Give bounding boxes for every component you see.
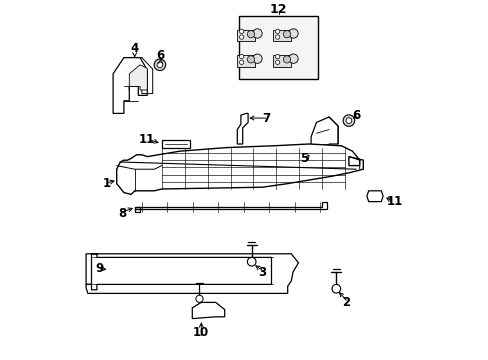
Circle shape (275, 54, 279, 59)
Text: 3: 3 (258, 266, 266, 279)
Text: 5: 5 (300, 152, 308, 165)
Text: 9: 9 (96, 262, 104, 275)
Text: 8: 8 (118, 207, 126, 220)
Circle shape (288, 54, 298, 63)
Text: 2: 2 (341, 296, 349, 309)
Circle shape (283, 31, 290, 38)
Circle shape (288, 29, 298, 38)
Polygon shape (113, 58, 147, 113)
Circle shape (247, 257, 256, 266)
Circle shape (247, 56, 254, 63)
Circle shape (239, 35, 244, 39)
Text: 12: 12 (269, 3, 287, 15)
Circle shape (196, 295, 203, 302)
Circle shape (154, 59, 165, 71)
Circle shape (331, 284, 340, 293)
Bar (237, 55, 254, 67)
Circle shape (275, 29, 279, 33)
Text: 1: 1 (102, 177, 110, 190)
Polygon shape (237, 113, 247, 144)
Polygon shape (310, 117, 337, 157)
Text: 6: 6 (156, 49, 164, 62)
Circle shape (275, 35, 279, 39)
Circle shape (343, 115, 354, 126)
Circle shape (252, 29, 262, 38)
Text: 6: 6 (352, 109, 360, 122)
Circle shape (157, 62, 163, 68)
Bar (273, 30, 290, 41)
Circle shape (283, 56, 290, 63)
Circle shape (346, 118, 351, 123)
Circle shape (247, 31, 254, 38)
Polygon shape (192, 302, 224, 319)
Polygon shape (117, 144, 363, 194)
Polygon shape (162, 140, 190, 148)
Bar (239, 16, 318, 79)
Bar (237, 30, 254, 41)
Text: 10: 10 (193, 327, 209, 339)
Circle shape (239, 60, 244, 64)
Circle shape (275, 60, 279, 64)
Text: 7: 7 (261, 112, 269, 125)
Text: 4: 4 (130, 42, 139, 55)
Polygon shape (366, 191, 382, 202)
Circle shape (252, 54, 262, 63)
Circle shape (239, 54, 244, 59)
Polygon shape (86, 254, 298, 293)
Polygon shape (134, 202, 326, 212)
Bar (273, 55, 290, 67)
Text: 11: 11 (386, 195, 402, 208)
Circle shape (239, 29, 244, 33)
Polygon shape (129, 65, 147, 90)
Text: 11: 11 (138, 133, 154, 146)
